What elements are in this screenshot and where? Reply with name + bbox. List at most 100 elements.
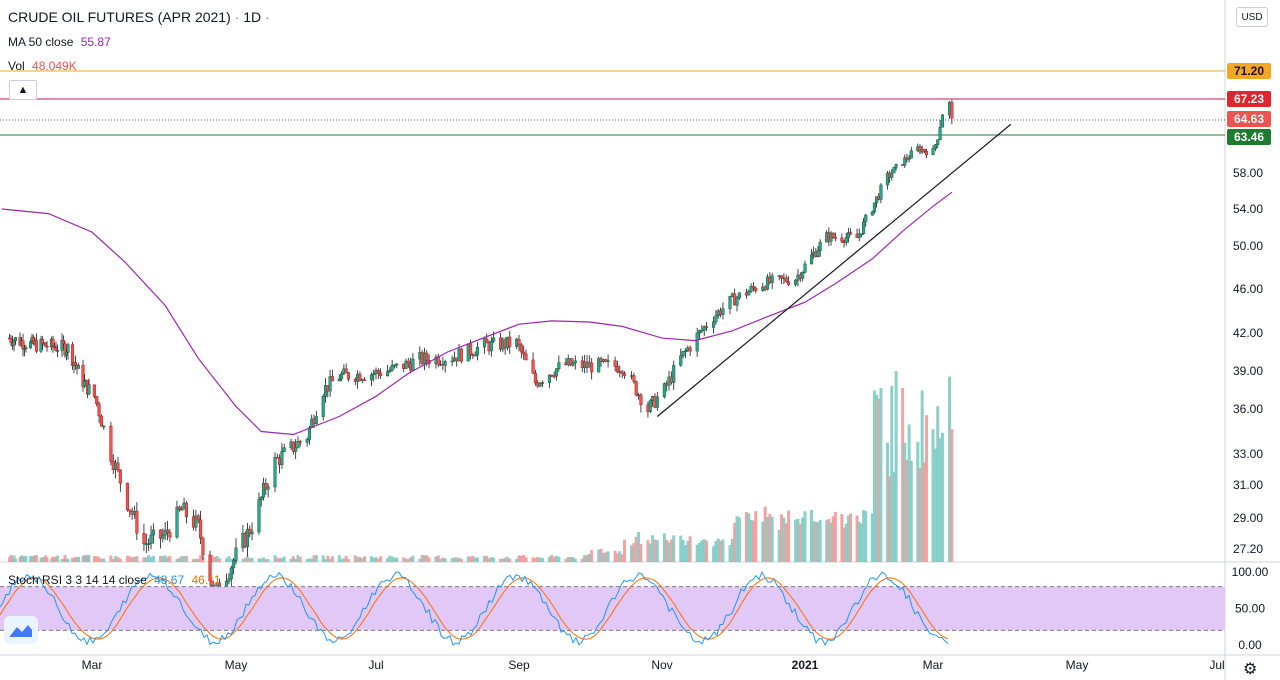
volume-bar [457,557,461,562]
volume-bar [859,523,863,562]
candle-body [531,359,535,374]
volume-bar [102,558,106,562]
volume-bar [422,555,426,562]
volume-legend[interactable]: Vol 48.049K [8,59,77,73]
candle-body [184,502,188,517]
volume-bar [933,448,937,562]
volume-bar [436,555,440,562]
volume-bar [801,517,805,562]
volume-bar [604,552,608,562]
volume-bar [441,557,445,562]
candle-body [344,368,348,374]
volume-bar [264,559,268,562]
candle-body [459,348,463,362]
symbol-title[interactable]: CRUDE OIL FUTURES (APR 2021) [8,9,231,25]
candle-body [12,340,16,346]
stoch-axis-tick-1: 50.00 [1235,602,1265,616]
volume-bar [632,543,636,562]
volume-bar [894,371,898,562]
volume-bar [118,558,122,562]
candle-body [66,344,70,353]
currency-button[interactable]: USD [1236,7,1268,27]
volume-bar [175,558,179,562]
volume-bar [194,558,198,562]
volume-bar [95,556,99,562]
price-axis-tick-8: 33.00 [1233,447,1263,461]
stoch-legend[interactable]: Stoch RSI 3 3 14 14 close 48.67 46.11 [8,573,221,587]
gear-icon[interactable]: ⚙ [1243,661,1258,678]
volume-bar [728,545,732,562]
title-separator: · [234,9,240,25]
volume-bar [229,558,233,562]
ma-legend[interactable]: MA 50 close 55.87 [8,35,111,49]
candle-body [679,355,683,366]
candle-body [765,276,770,290]
candle-body [849,232,853,235]
candle-body [337,378,341,382]
volume-bar [721,539,725,562]
candle-body [314,416,318,425]
candle-body [571,362,575,366]
volume-bar [846,515,850,562]
volume-bar [337,555,341,562]
candle-body [508,336,512,347]
stoch-d-value: 46.11 [191,573,221,587]
candle-body [92,384,96,397]
volume-bar [97,557,101,562]
candle-body [522,351,526,355]
candle-body [597,358,601,373]
volume-bar [749,520,753,562]
price-axis-tick-10: 29.00 [1233,511,1263,525]
tradingview-logo[interactable] [4,616,38,644]
price-badge-support: 63.46 [1227,129,1271,145]
candle-body [406,360,410,364]
volume-bar [712,546,716,562]
candle-body [294,447,298,452]
volume-bar [241,559,245,562]
volume-bar [877,398,881,562]
volume-bar [695,544,699,562]
volume-bar [538,557,542,562]
volume-bar [901,388,905,562]
candle-body [875,196,879,204]
candle-body [73,362,78,366]
volume-bar [298,556,302,562]
volume-bar [613,550,617,562]
time-axis-label-1: May [225,658,248,672]
volume-bar [9,555,13,562]
candle-body [99,415,103,427]
ma-value: 55.87 [80,35,111,49]
volume-bar [99,558,103,562]
volume-bar [395,557,399,562]
volume-bar [450,558,454,562]
volume-bar [751,520,755,562]
volume-bar [744,512,748,562]
volume-bar [147,555,151,562]
candle-body [818,241,822,251]
volume-bar [475,557,479,562]
candle-body [622,373,627,376]
volume-bar [245,556,249,562]
volume-bar [314,555,318,562]
candle-body [606,360,610,362]
candle-body [395,363,399,366]
volume-bar [590,550,594,562]
candle-body [282,447,286,452]
volume-bar [780,514,784,562]
interval-label[interactable]: 1D [243,9,262,25]
volume-bar [950,429,954,562]
volume-bar [376,558,380,562]
volume-bar [142,557,146,562]
volume-bar [857,521,861,562]
volume-bar [599,548,603,562]
volume-bar [615,553,619,562]
volume-bar [936,406,940,562]
collapse-legend-button[interactable]: ▲ [9,80,37,100]
volume-bar [765,516,769,562]
volume-bar [653,539,657,562]
candle-body [801,272,805,279]
volume-bar [340,559,344,562]
volume-bar [225,558,229,562]
volume-bar [814,521,818,562]
